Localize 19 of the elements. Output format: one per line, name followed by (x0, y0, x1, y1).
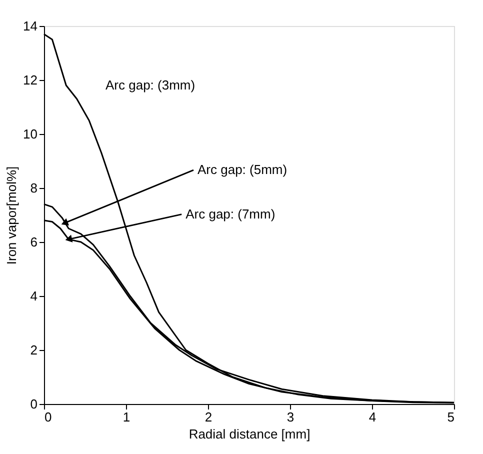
x-axis-title: Radial distance [mm] (188, 426, 310, 442)
y-tick-label: 12 (23, 72, 38, 88)
x-tick-label: 2 (204, 410, 212, 424)
y-axis-title: Iron vapor[mol%] (4, 166, 20, 265)
annotation: Arc gap: (3mm) (106, 77, 196, 92)
y-tick-label: 14 (23, 18, 38, 34)
x-tick-label: 1 (122, 410, 130, 424)
y-tick-label: 6 (30, 234, 38, 250)
x-tick-label: 0 (44, 410, 52, 424)
x-tick-label: 5 (447, 410, 454, 424)
x-tick-label: 3 (286, 410, 294, 424)
y-tick-label: 10 (23, 126, 38, 142)
y-tick-label: 0 (30, 396, 38, 412)
x-tick-label: 4 (368, 410, 376, 424)
y-tick-label: 8 (30, 180, 38, 196)
annotation: Arc gap: (5mm) (198, 162, 288, 178)
y-tick-label: 2 (30, 342, 38, 358)
annotation: Arc gap: (7mm) (186, 206, 276, 222)
y-tick-label: 4 (30, 288, 38, 304)
